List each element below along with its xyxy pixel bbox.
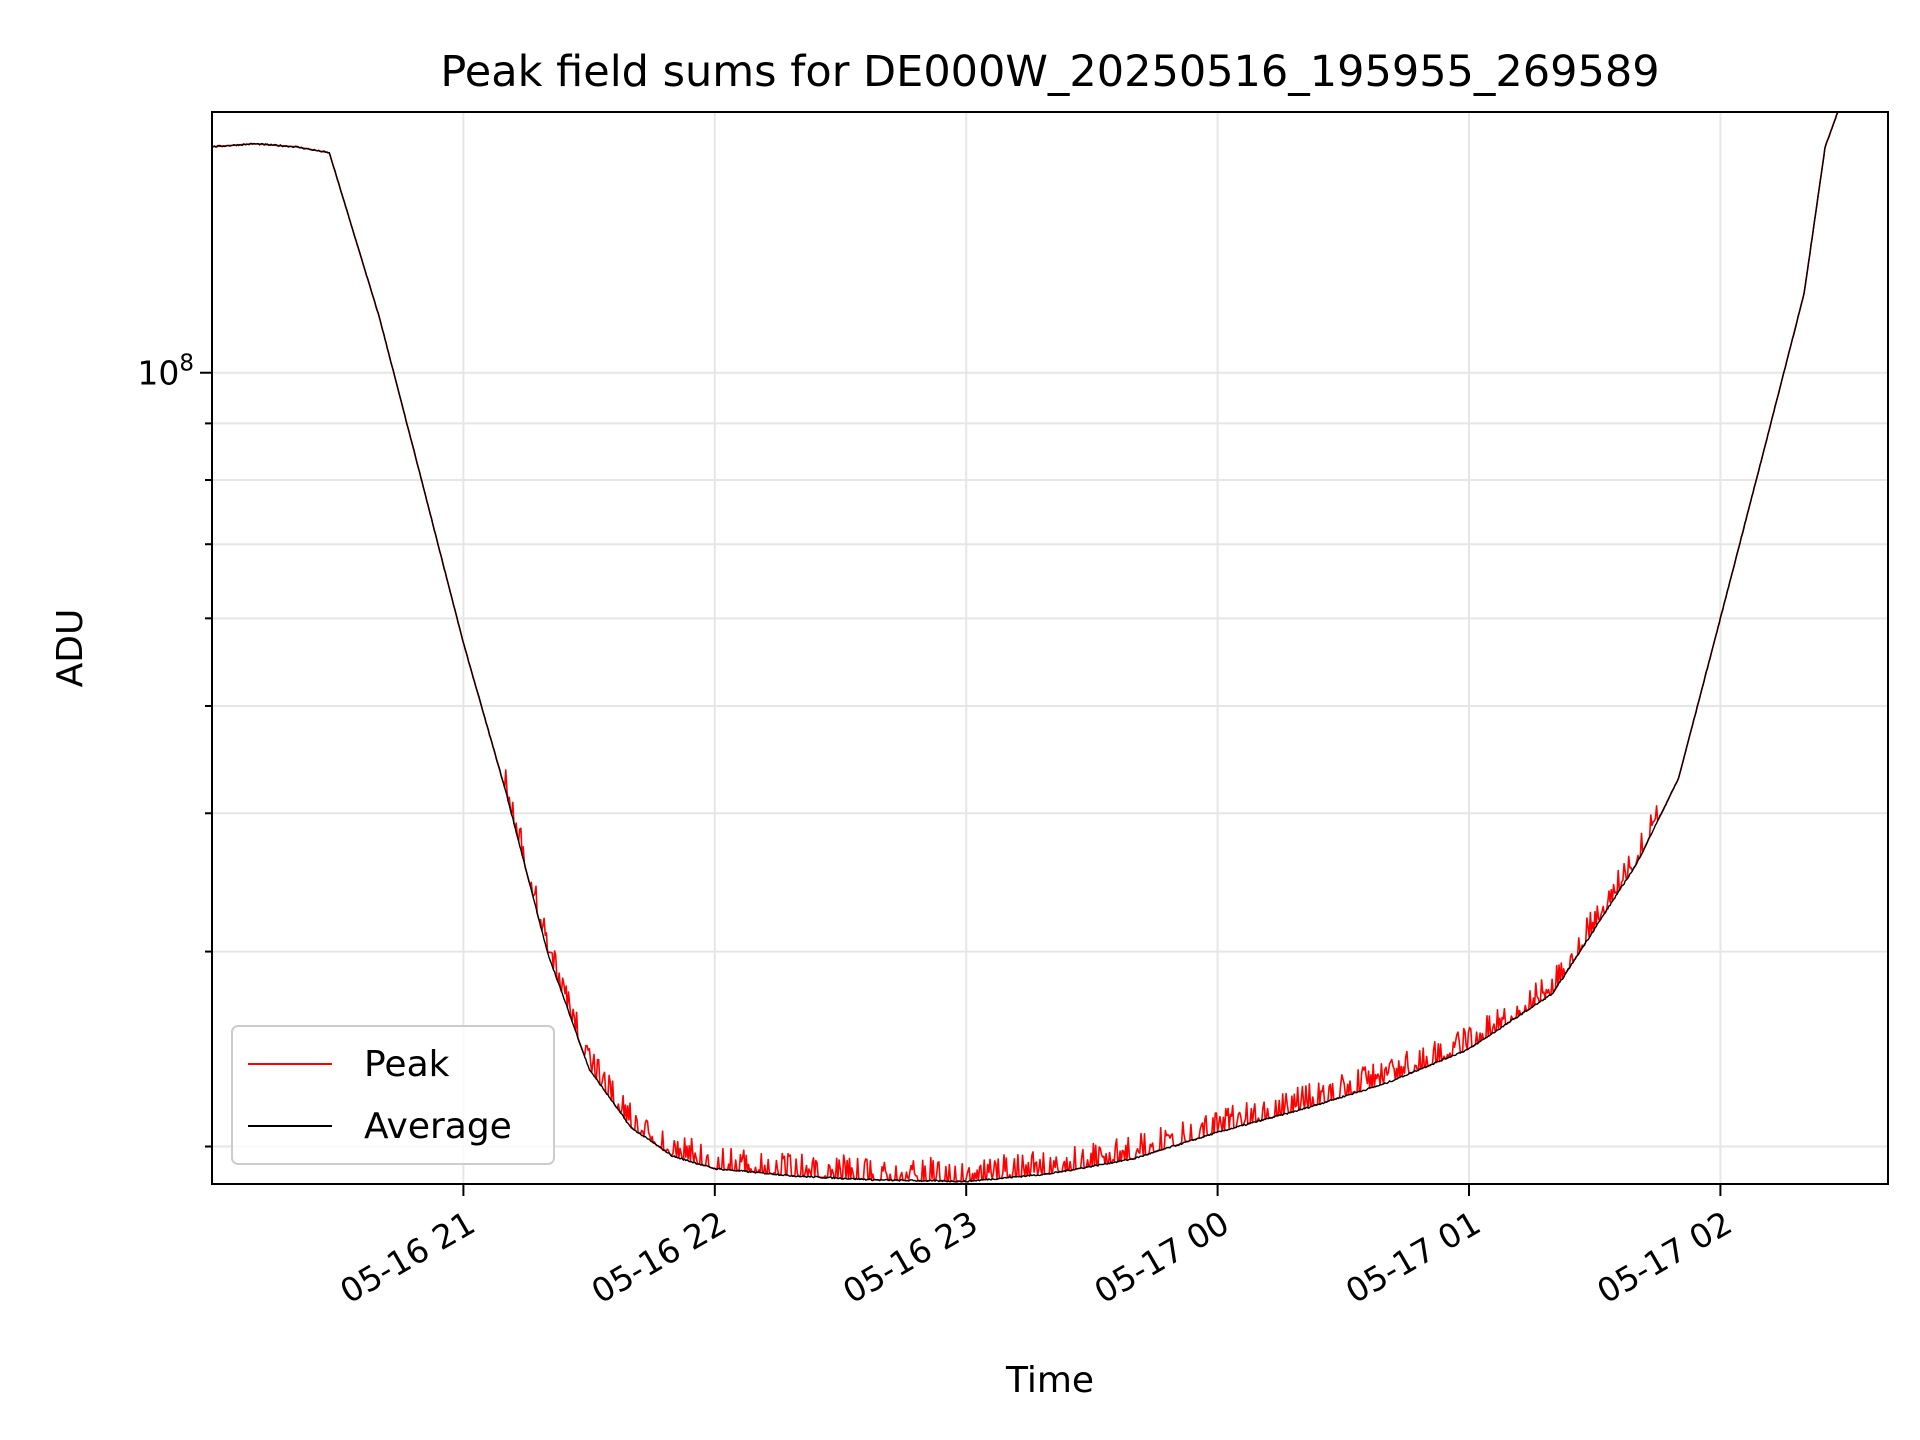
- plot-frame: [211, 111, 1889, 1185]
- legend-box: [231, 1025, 555, 1165]
- y-axis-label: ADU: [50, 609, 91, 688]
- legend-label-peak: Peak: [364, 1044, 450, 1085]
- y-tick-label: 108: [137, 351, 194, 393]
- legend-label-average: Average: [364, 1106, 512, 1147]
- series-line-average: [211, 112, 1839, 1183]
- legend: Peak Average: [231, 1025, 555, 1165]
- series-lines: [211, 111, 1839, 1183]
- chart-title: Peak field sums for DE000W_20250516_1959…: [440, 47, 1659, 97]
- x-axis-label: Time: [1005, 1360, 1094, 1401]
